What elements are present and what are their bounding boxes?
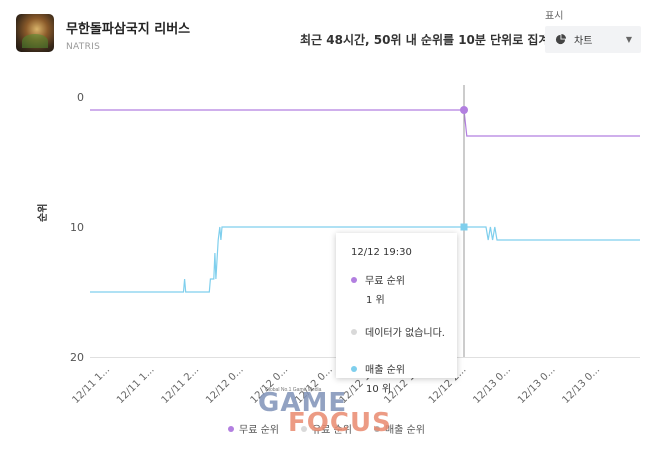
x-tick-label: 12/11 2... [160,364,202,406]
x-tick-label: 12/11 1... [70,364,112,406]
chevron-down-icon: ▼ [625,35,632,44]
x-tick-label: 12/13 0... [516,364,558,406]
legend-label-paid: 유료 순위 [311,425,352,436]
hover-point-free [460,106,468,114]
tooltip-dot-revenue [351,365,357,372]
tooltip-dot-free [351,276,357,283]
x-tick-label: 12/11 1... [115,364,157,406]
watermark-tagline: Global No.1 Game Media [265,387,322,393]
tooltip-dot-paid [351,328,357,335]
tooltip-value-free: 1 위 [366,295,385,306]
tooltip-value-revenue: 10 위 [366,384,392,395]
developer-name: NATRIS [66,42,101,52]
display-select-value: 차트 [574,36,593,47]
app-icon [16,14,54,52]
legend-item-free[interactable]: 무료 순위 [228,421,279,436]
x-tick-label: 12/13 0... [560,364,602,406]
tooltip-item-free: 무료 순위 [351,272,457,287]
series-line-1 [90,226,640,293]
y-tick-label: 0 [77,91,84,104]
chart-legend: 무료 순위 유료 순위 매출 순위 [228,421,447,436]
series-line-0 [90,109,640,137]
tooltip-label-paid: 데이터가 없습니다. [365,328,445,339]
x-tick-label: 12/13 0... [471,364,513,406]
tooltip-time: 12/12 19:30 [351,247,412,258]
pie-chart-icon [555,34,566,45]
app-title: 무한돌파삼국지 리버스 [66,22,191,37]
x-tick-label: 12/12 0... [249,364,291,406]
tooltip-item-revenue: 매출 순위 [351,361,457,376]
summary-text: 최근 48시간, 50위 내 순위를 10분 단위로 집계 [300,33,550,47]
x-tick-label: 12/12 0... [204,364,246,406]
x-tick-label: 12/12 0... [293,364,335,406]
y-axis-label: 순위 [38,203,49,222]
legend-item-revenue[interactable]: 매출 순위 [373,421,425,436]
legend-item-paid[interactable]: 유료 순위 [300,421,352,436]
display-label: 표시 [545,11,564,22]
tooltip-item-paid: 데이터가 없습니다. [351,324,457,339]
y-tick-label: 20 [70,351,84,364]
legend-label-free: 무료 순위 [239,425,279,436]
tooltip-label-free: 무료 순위 [365,276,405,287]
display-select[interactable]: 차트 ▼ [545,26,641,53]
legend-dot-revenue [373,425,380,432]
tooltip-label-revenue: 매출 순위 [365,365,405,376]
legend-dot-paid [300,425,307,432]
legend-dot-free [228,425,234,432]
hover-point-revenue [460,223,468,231]
y-tick-label: 10 [70,221,84,234]
chart-tooltip: 12/12 19:30 무료 순위 1 위 데이터가 없습니다. 매출 순위 1… [336,233,457,395]
legend-label-revenue: 매출 순위 [384,425,425,436]
